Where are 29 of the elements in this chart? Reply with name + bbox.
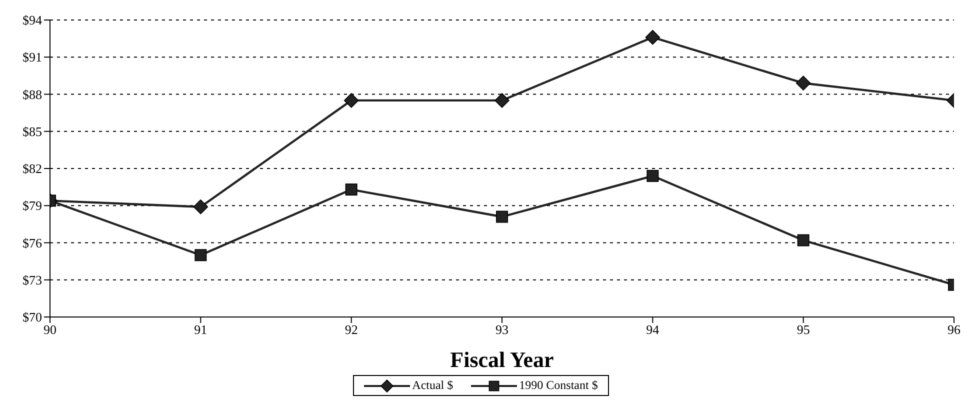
y-tick-label: $85	[22, 124, 42, 139]
x-tick-label: 90	[44, 322, 56, 338]
y-tick-label: $94	[22, 12, 42, 28]
x-tick-label: 93	[496, 322, 508, 338]
point	[496, 210, 508, 223]
point	[796, 76, 811, 91]
y-tick-label: $76	[22, 235, 42, 250]
legend-label: 1990 Constant $	[519, 378, 598, 393]
x-axis-title: Fiscal Year	[450, 347, 554, 372]
point	[494, 93, 510, 108]
y-tick-label: $88	[22, 86, 42, 102]
y-tick-label: $91	[22, 50, 42, 65]
point	[345, 184, 358, 196]
point	[193, 199, 208, 214]
point	[194, 249, 207, 262]
x-tick-label: 95	[796, 322, 810, 338]
point	[797, 234, 810, 246]
x-tick-label: 94	[646, 322, 660, 338]
x-tick-label: 96	[948, 322, 961, 338]
x-tick-label: 91	[194, 322, 208, 338]
legend-label: Actual $	[412, 378, 454, 393]
point	[645, 30, 660, 45]
point	[646, 170, 659, 182]
point	[344, 93, 359, 108]
x-tick-label: 92	[344, 322, 358, 338]
y-tick-label: $73	[22, 272, 42, 288]
y-tick-label: $79	[22, 198, 42, 214]
y-tick-label: $82	[22, 161, 42, 176]
y-tick-label: $70	[22, 310, 42, 325]
